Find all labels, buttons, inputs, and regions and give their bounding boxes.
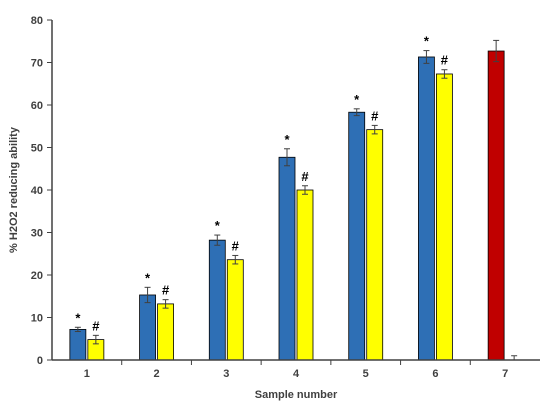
significance-markers-layer: * * * * * * # # # # # #: [75, 34, 448, 334]
bar: [208, 239, 226, 361]
x-tick-label: 7: [502, 368, 508, 380]
x-axis-title: Sample number: [255, 389, 338, 401]
significance-marker: *: [354, 92, 360, 107]
bar: [487, 50, 505, 361]
y-tick-label: 70: [31, 58, 43, 70]
significance-marker: #: [92, 318, 100, 333]
error-bar: [214, 234, 221, 246]
x-tick-label: 1: [84, 368, 90, 380]
error-bar: [232, 254, 239, 265]
bars-layer: [69, 50, 505, 361]
error-bar: [144, 286, 151, 304]
x-tick-label: 3: [223, 368, 229, 380]
y-tick-labels: 0 10 20 30 40 50 60 70 80: [31, 15, 52, 367]
bar: [348, 111, 366, 361]
bar: [226, 259, 244, 361]
y-tick-label: 10: [31, 313, 43, 325]
y-tick-label: 20: [31, 270, 43, 282]
bar: [278, 156, 296, 361]
y-tick-label: 80: [31, 15, 43, 27]
bar: [69, 328, 87, 361]
significance-marker: *: [215, 218, 221, 233]
error-bar: [441, 69, 448, 79]
error-bar: [284, 148, 290, 167]
error-bar: [423, 50, 430, 64]
x-tick-label: 5: [363, 368, 369, 380]
x-tick-label: 4: [293, 368, 300, 380]
significance-marker: #: [301, 169, 309, 184]
x-tick-label: 2: [154, 368, 160, 380]
error-bar: [162, 299, 169, 309]
y-tick-label: 40: [31, 185, 43, 197]
bar: [436, 73, 453, 361]
significance-marker: #: [232, 238, 240, 253]
significance-marker: *: [75, 310, 81, 325]
bar: [157, 303, 174, 361]
bar: [139, 294, 156, 361]
error-bars-layer: [74, 39, 518, 361]
x-tick-labels: 1 2 3 4 5 6 7: [84, 360, 508, 380]
significance-marker: #: [441, 53, 449, 68]
significance-marker: #: [371, 108, 379, 123]
significance-marker: *: [145, 270, 151, 285]
y-tick-label: 60: [31, 100, 43, 112]
x-tick-label: 6: [432, 368, 438, 380]
y-tick-label: 30: [31, 228, 43, 240]
bar: [366, 129, 384, 361]
significance-marker: *: [284, 132, 290, 147]
bar: [296, 189, 314, 361]
error-bar: [74, 326, 81, 333]
significance-marker: *: [424, 34, 430, 49]
error-bar: [371, 124, 378, 135]
y-axis-title: % H2O2 reducing ability: [8, 126, 20, 253]
error-bar: [353, 108, 360, 117]
y-tick-label: 50: [31, 143, 43, 155]
error-bar: [493, 39, 500, 63]
y-tick-label: 0: [37, 355, 43, 367]
error-bar: [302, 185, 308, 195]
axes-layer: [51, 20, 540, 361]
significance-marker: #: [162, 283, 170, 298]
error-bar: [92, 334, 99, 345]
bar: [418, 56, 435, 361]
